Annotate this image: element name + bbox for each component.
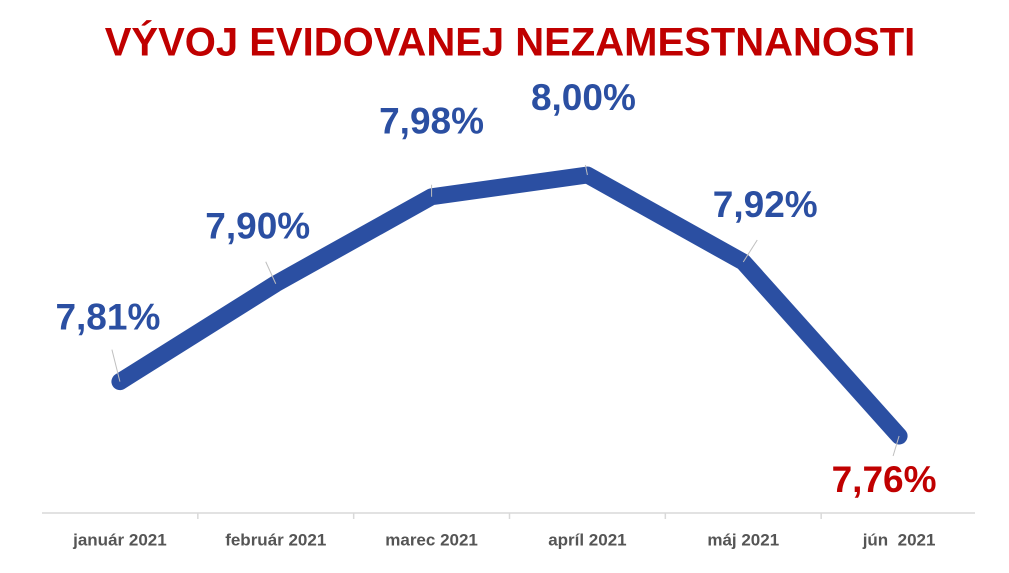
leader-line [892, 435, 900, 457]
x-tick-label: marec 2021 [385, 530, 478, 549]
leader-line [265, 261, 277, 284]
x-tick-label: február 2021 [225, 530, 326, 549]
value-label: 7,92% [713, 184, 818, 225]
x-tick-label: máj 2021 [707, 530, 779, 549]
data-line [111, 166, 908, 445]
x-tick-label: jún 2021 [862, 530, 936, 549]
value-label: 8,00% [531, 77, 636, 118]
value-label: 7,90% [205, 206, 310, 247]
x-tick-label: apríl 2021 [548, 530, 626, 549]
leader-line [742, 239, 758, 263]
value-label: 7,76% [832, 459, 937, 500]
value-label: 7,98% [379, 101, 484, 142]
leader-line [111, 349, 121, 382]
x-tick-label: január 2021 [72, 530, 167, 549]
value-label: 7,81% [55, 296, 160, 337]
chart-title: VÝVOJ EVIDOVANEJ NEZAMESTNANOSTI [105, 19, 916, 65]
leader-line [584, 164, 588, 176]
